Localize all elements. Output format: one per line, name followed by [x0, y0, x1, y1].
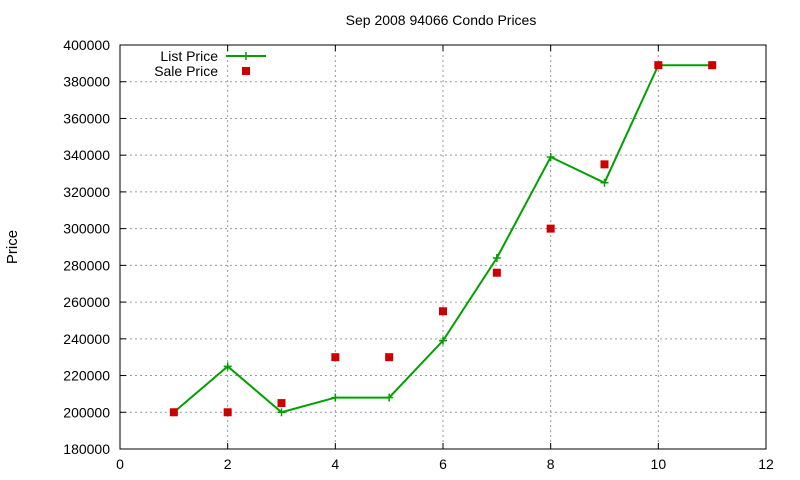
list-price-point: [331, 393, 340, 402]
series: [169, 61, 717, 417]
y-tick-label: 300000: [63, 221, 110, 237]
y-tick-label: 260000: [63, 294, 110, 310]
list-price-point: [439, 336, 447, 345]
sale-price-point: [385, 353, 394, 362]
x-tick-label: 12: [758, 456, 774, 472]
chart-title: Sep 2008 94066 Condo Prices: [346, 12, 537, 28]
x-tick-label: 8: [547, 456, 555, 472]
y-axis-label: Price: [4, 230, 21, 264]
list-price-point: [385, 393, 394, 402]
y-tick-label: 400000: [63, 37, 110, 53]
sale-price-point: [546, 224, 555, 233]
sale-price-point: [223, 408, 232, 417]
y-tick-label: 220000: [63, 368, 110, 384]
legend-label: Sale Price: [154, 63, 218, 79]
grid: [120, 45, 766, 449]
list-price-point: [277, 408, 286, 417]
y-tick-label: 340000: [63, 147, 110, 163]
legend-square-marker: [242, 67, 250, 75]
x-tick-label: 4: [331, 456, 339, 472]
sale-price-point: [169, 408, 178, 417]
sale-price-point: [492, 268, 501, 277]
sale-price-point: [277, 399, 286, 408]
x-tick-label: 10: [651, 456, 667, 472]
series-1: [169, 61, 717, 417]
sale-price-point: [331, 353, 340, 362]
list-price-point: [546, 153, 555, 162]
tick-labels: 0 2 4 6 8 10 12 180000 200000 220000 240000 260000 2…: [63, 37, 774, 472]
sale-price-point: [654, 61, 663, 70]
x-tick-label: 0: [116, 456, 124, 472]
y-tick-label: 180000: [63, 441, 110, 457]
sale-price-point: [600, 160, 609, 169]
list-price-point: [223, 362, 232, 371]
list-price-point: [600, 178, 609, 187]
y-tick-label: 200000: [63, 404, 110, 420]
y-tick-label: 280000: [63, 257, 110, 273]
y-tick-label: 380000: [63, 74, 110, 90]
list-price-point: [492, 254, 501, 263]
legend-plus-marker: [242, 52, 250, 60]
series-0: [169, 61, 717, 417]
sale-price-point: [439, 307, 447, 316]
x-tick-label: 6: [439, 456, 447, 472]
x-tick-label: 2: [224, 456, 232, 472]
legend-label: List Price: [160, 48, 218, 64]
sale-price-point: [708, 61, 717, 70]
y-tick-label: 240000: [63, 331, 110, 347]
y-tick-label: 360000: [63, 110, 110, 126]
y-tick-label: 320000: [63, 184, 110, 200]
